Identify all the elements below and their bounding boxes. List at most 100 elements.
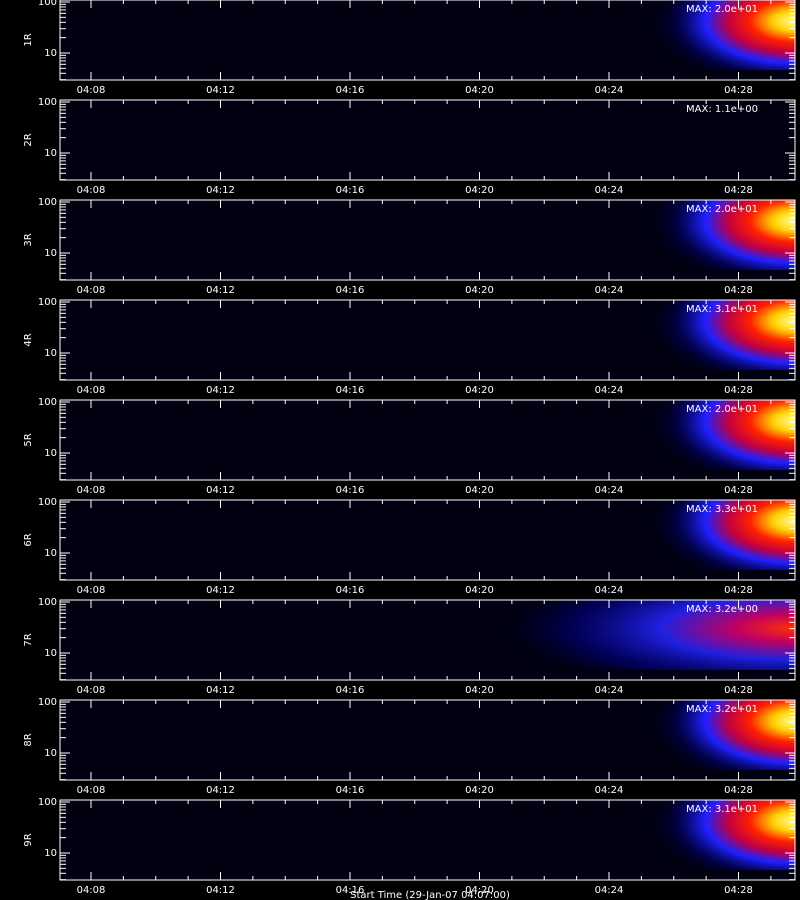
spectrogram-intensity	[645, 0, 795, 70]
x-tick-label: 04:28	[724, 885, 753, 896]
x-tick-label: 04:28	[724, 685, 753, 696]
y-tick-label: 100	[38, 497, 57, 508]
axes-frame	[59, 699, 796, 781]
panel-ylabel: 2R	[23, 133, 34, 146]
x-tick-label: 04:24	[595, 85, 624, 96]
x-tick-label: 04:12	[206, 385, 235, 396]
spectrogram-bg	[60, 100, 795, 180]
x-tick-label: 04:12	[206, 885, 235, 896]
x-tick-label: 04:20	[465, 385, 494, 396]
max-label: MAX: 2.0e+01	[686, 404, 758, 415]
x-tick-label: 04:20	[465, 285, 494, 296]
panel-ylabel: 5R	[23, 433, 34, 446]
spectrogram-intensity	[495, 600, 795, 670]
max-label: MAX: 3.2e+01	[686, 704, 758, 715]
y-tick-label: 10	[44, 348, 57, 359]
y-tick-label: 10	[44, 748, 57, 759]
axes-frame	[59, 0, 796, 81]
x-tick-label: 04:24	[595, 185, 624, 196]
x-tick-label: 04:28	[724, 285, 753, 296]
x-tick-label: 04:08	[77, 385, 106, 396]
x-tick-label: 04:28	[724, 585, 753, 596]
x-tick-label: 04:28	[724, 185, 753, 196]
axes-frame	[59, 599, 796, 681]
axes-frame	[59, 399, 796, 481]
y-tick-label: 100	[38, 97, 57, 108]
x-tick-label: 04:16	[336, 485, 365, 496]
y-tick-label: 100	[38, 197, 57, 208]
max-label: MAX: 2.0e+01	[686, 204, 758, 215]
y-tick-label: 10	[44, 48, 57, 59]
x-tick-label: 04:24	[595, 385, 624, 396]
panel-ylabel: 9R	[23, 833, 34, 846]
x-tick-label: 04:12	[206, 85, 235, 96]
x-tick-label: 04:08	[77, 185, 106, 196]
x-tick-label: 04:16	[336, 85, 365, 96]
x-tick-label: 04:28	[724, 485, 753, 496]
x-tick-label: 04:20	[465, 885, 494, 896]
y-tick-label: 10	[44, 548, 57, 559]
y-tick-label: 100	[38, 297, 57, 308]
panel-ylabel: 6R	[23, 533, 34, 546]
x-tick-label: 04:16	[336, 685, 365, 696]
x-tick-label: 04:24	[595, 285, 624, 296]
x-tick-label: 04:28	[724, 85, 753, 96]
spectrogram-intensity	[645, 700, 795, 770]
y-tick-label: 100	[38, 697, 57, 708]
panel-ylabel: 1R	[23, 33, 34, 46]
axes-frame	[59, 499, 796, 581]
y-tick-label: 100	[38, 397, 57, 408]
x-tick-label: 04:08	[77, 885, 106, 896]
footer: Start Time (29-Jan-07 04:07:00)	[350, 890, 510, 900]
x-tick-label: 04:12	[206, 185, 235, 196]
x-tick-label: 04:20	[465, 185, 494, 196]
x-tick-label: 04:28	[724, 385, 753, 396]
x-tick-label: 04:24	[595, 685, 624, 696]
y-tick-label: 10	[44, 648, 57, 659]
x-tick-label: 04:20	[465, 485, 494, 496]
max-label: MAX: 3.1e+01	[686, 304, 758, 315]
axes-frame	[59, 199, 796, 281]
y-tick-label: 10	[44, 848, 57, 859]
y-tick-label: 10	[44, 148, 57, 159]
spectrogram-intensity	[645, 800, 795, 870]
spectrogram-intensity	[645, 200, 795, 270]
x-tick-label: 04:08	[77, 585, 106, 596]
x-tick-label: 04:20	[465, 85, 494, 96]
x-tick-label: 04:08	[77, 85, 106, 96]
max-label: MAX: 2.0e+01	[686, 4, 758, 15]
x-tick-label: 04:08	[77, 485, 106, 496]
x-tick-label: 04:12	[206, 685, 235, 696]
panel-ylabel: 7R	[23, 633, 34, 646]
y-tick-label: 100	[38, 597, 57, 608]
max-label: MAX: 3.3e+01	[686, 504, 758, 515]
x-tick-label: 04:12	[206, 785, 235, 796]
max-label: MAX: 3.1e+01	[686, 804, 758, 815]
x-tick-label: 04:24	[595, 785, 624, 796]
y-tick-label: 10	[44, 448, 57, 459]
panel-ylabel: 4R	[23, 333, 34, 346]
x-tick-label: 04:20	[465, 585, 494, 596]
panel-ylabel: 3R	[23, 233, 34, 246]
x-tick-label: 04:16	[336, 385, 365, 396]
x-tick-label: 04:24	[595, 485, 624, 496]
x-tick-label: 04:16	[336, 185, 365, 196]
axes-frame	[59, 799, 796, 881]
max-label: MAX: 3.2e+00	[686, 604, 758, 615]
x-tick-label: 04:08	[77, 785, 106, 796]
spectrogram-intensity	[645, 300, 795, 370]
x-tick-label: 04:12	[206, 285, 235, 296]
spectrogram-intensity	[645, 500, 795, 570]
x-tick-label: 04:24	[595, 585, 624, 596]
x-tick-label: 04:08	[77, 285, 106, 296]
y-tick-label: 100	[38, 0, 57, 8]
x-tick-label: 04:12	[206, 485, 235, 496]
x-tick-label: 04:12	[206, 585, 235, 596]
x-tick-label: 04:16	[336, 885, 365, 896]
x-tick-label: 04:24	[595, 885, 624, 896]
panel-ylabel: 8R	[23, 733, 34, 746]
x-tick-label: 04:28	[724, 785, 753, 796]
x-tick-label: 04:20	[465, 685, 494, 696]
